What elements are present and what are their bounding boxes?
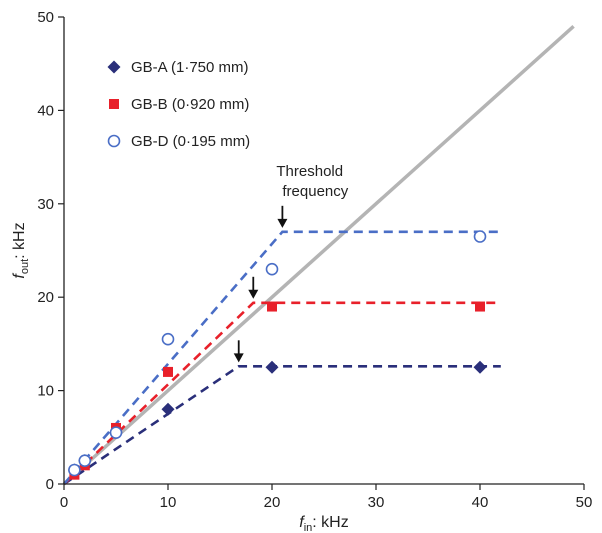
y-tick-label: 20 bbox=[37, 289, 54, 306]
fit-line-series-2 bbox=[63, 230, 501, 485]
legend-marker bbox=[107, 134, 121, 148]
threshold-arrow-head bbox=[233, 353, 244, 363]
axes: 0 10 20 30 40 50 0 10 20 30 40 50 fin: kHz fout: kHz bbox=[11, 9, 592, 533]
y-tick-label: 40 bbox=[37, 102, 54, 119]
data-point-series-2 bbox=[161, 332, 175, 346]
y-axis-title: fout: kHz bbox=[11, 222, 31, 278]
legend-label: GB-B (0·920 mm) bbox=[131, 96, 249, 113]
legend-marker bbox=[107, 60, 121, 74]
y-tick-label: 10 bbox=[37, 383, 54, 400]
y-tick-label: 50 bbox=[37, 9, 54, 26]
y-tick-label: 0 bbox=[46, 476, 54, 493]
data-point-series-2 bbox=[78, 454, 92, 467]
data-point-series-1 bbox=[163, 366, 173, 377]
y-tick-label: 30 bbox=[37, 196, 54, 213]
data-point-series-1 bbox=[475, 301, 485, 312]
threshold-arrow-head bbox=[277, 218, 288, 228]
identity-line bbox=[62, 25, 575, 486]
data-point-series-2 bbox=[68, 463, 81, 477]
data-point-series-0 bbox=[265, 360, 279, 374]
data-point-series-1 bbox=[267, 301, 277, 312]
threshold-arrows bbox=[233, 205, 288, 363]
legend-label: GB-D (0·195 mm) bbox=[131, 133, 250, 150]
data-point-series-0 bbox=[161, 402, 175, 416]
data-point-series-2 bbox=[109, 426, 123, 439]
legend: GB-A (1·750 mm) GB-B (0·920 mm) GB-D (0·19… bbox=[107, 59, 250, 150]
annotations: Threshold frequency bbox=[276, 163, 348, 200]
x-tick-label: 30 bbox=[368, 494, 385, 511]
fit-line-series-1 bbox=[63, 301, 501, 485]
x-tick-label: 0 bbox=[60, 494, 68, 511]
identity-line-layer bbox=[62, 25, 575, 486]
x-axis-title: fin: kHz bbox=[299, 514, 348, 533]
data-point-series-0 bbox=[473, 360, 487, 374]
annotation-text: frequency bbox=[282, 183, 348, 200]
x-tick-label: 50 bbox=[576, 494, 593, 511]
x-tick-label: 20 bbox=[264, 494, 281, 511]
x-tick-label: 40 bbox=[472, 494, 489, 511]
fit-line-series-0 bbox=[63, 365, 501, 486]
fit-lines-layer bbox=[63, 230, 501, 486]
markers-layer bbox=[67, 230, 487, 480]
legend-label: GB-A (1·750 mm) bbox=[131, 59, 249, 76]
legend-marker bbox=[109, 99, 119, 109]
data-point-series-2 bbox=[473, 230, 487, 243]
data-point-series-2 bbox=[265, 262, 279, 276]
annotation-text: Threshold bbox=[276, 163, 343, 180]
threshold-arrow-head bbox=[248, 289, 259, 299]
x-tick-label: 10 bbox=[160, 494, 177, 511]
